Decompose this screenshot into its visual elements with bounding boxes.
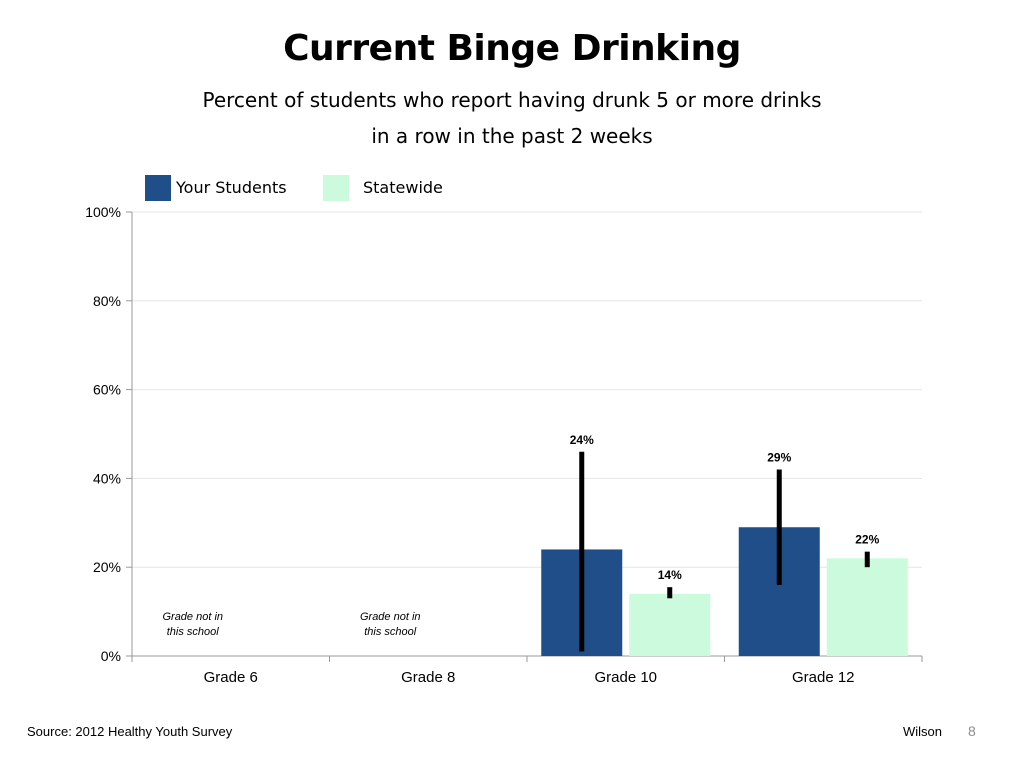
x-tick-label: Grade 8 xyxy=(401,669,455,686)
page-number: 8 xyxy=(968,723,976,739)
y-tick-label: 40% xyxy=(93,470,121,486)
legend-label-statewide: Statewide xyxy=(363,178,443,197)
annotation-grade-not-in-school: this school xyxy=(167,626,220,638)
bar-statewide xyxy=(826,558,908,656)
chart-subtitle-line-1: Percent of students who report having dr… xyxy=(202,88,822,112)
data-label: 29% xyxy=(767,451,791,465)
chart-title: Current Binge Drinking xyxy=(283,28,741,69)
y-tick-label: 80% xyxy=(93,293,121,309)
legend-swatch-statewide xyxy=(323,175,349,201)
x-tick-label: Grade 10 xyxy=(594,669,657,686)
annotation-grade-not-in-school: this school xyxy=(364,626,417,638)
data-label: 22% xyxy=(855,533,879,547)
y-tick-label: 0% xyxy=(101,648,121,664)
data-label: 24% xyxy=(570,433,594,447)
annotation-grade-not-in-school: Grade not in xyxy=(360,611,421,623)
annotation-grade-not-in-school: Grade not in xyxy=(162,611,223,623)
data-label: 14% xyxy=(658,568,682,582)
y-tick-label: 20% xyxy=(93,559,121,575)
legend-label-your-students: Your Students xyxy=(176,178,287,197)
chart-subtitle-line-2: in a row in the past 2 weeks xyxy=(371,124,653,148)
x-tick-label: Grade 12 xyxy=(792,669,855,686)
y-tick-label: 100% xyxy=(85,204,121,220)
x-tick-label: Grade 6 xyxy=(204,669,258,686)
source-note: Source: 2012 Healthy Youth Survey xyxy=(27,724,233,739)
author-name: Wilson xyxy=(903,724,943,739)
legend-swatch-your-students xyxy=(145,175,171,201)
bar-statewide xyxy=(629,593,711,656)
y-tick-label: 60% xyxy=(93,382,121,398)
